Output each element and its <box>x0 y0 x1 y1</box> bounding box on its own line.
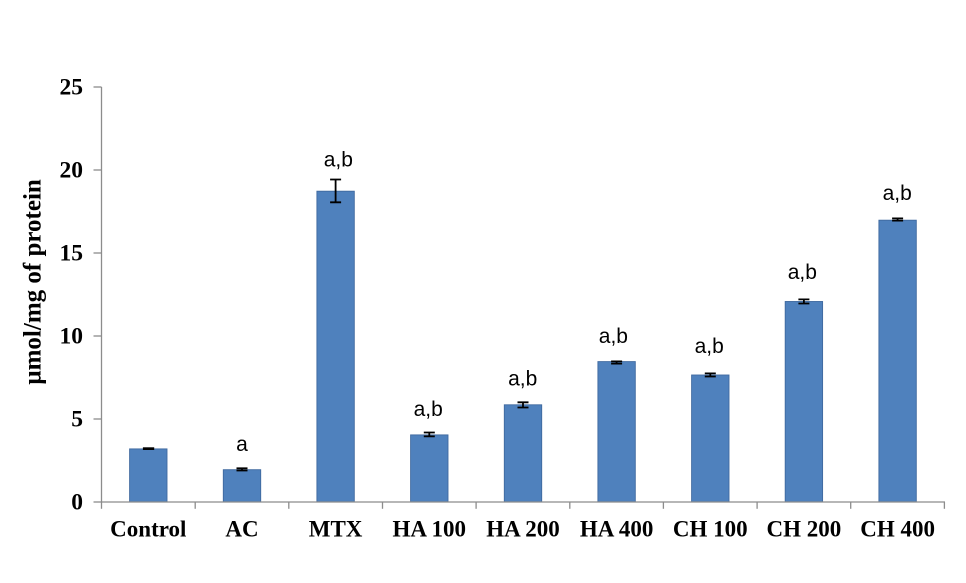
svg-text:HA 200: HA 200 <box>486 517 559 542</box>
svg-text:HA 100: HA 100 <box>393 517 466 542</box>
svg-text:a,b: a,b <box>883 182 912 205</box>
svg-text:HA 400: HA 400 <box>580 517 653 542</box>
svg-text:15: 15 <box>60 240 84 266</box>
svg-text:MTX: MTX <box>309 517 363 542</box>
svg-text:a,b: a,b <box>695 335 724 358</box>
svg-text:a,b: a,b <box>788 261 817 284</box>
svg-text:a,b: a,b <box>414 398 443 421</box>
svg-text:CH 100: CH 100 <box>673 517 748 542</box>
svg-text:20: 20 <box>60 157 84 183</box>
svg-text:µmol/mg of protein: µmol/mg of protein <box>20 179 47 385</box>
svg-text:AC: AC <box>225 517 258 542</box>
svg-text:a,b: a,b <box>508 368 537 391</box>
svg-text:Control: Control <box>110 517 186 542</box>
svg-text:10: 10 <box>60 323 84 349</box>
svg-text:5: 5 <box>71 406 83 432</box>
svg-text:a: a <box>236 433 248 456</box>
svg-text:CH 400: CH 400 <box>860 517 935 542</box>
svg-text:CH 200: CH 200 <box>767 517 842 542</box>
svg-text:a,b: a,b <box>599 325 628 348</box>
svg-text:a,b: a,b <box>324 149 353 172</box>
svg-text:0: 0 <box>71 489 83 515</box>
svg-text:25: 25 <box>60 74 84 100</box>
